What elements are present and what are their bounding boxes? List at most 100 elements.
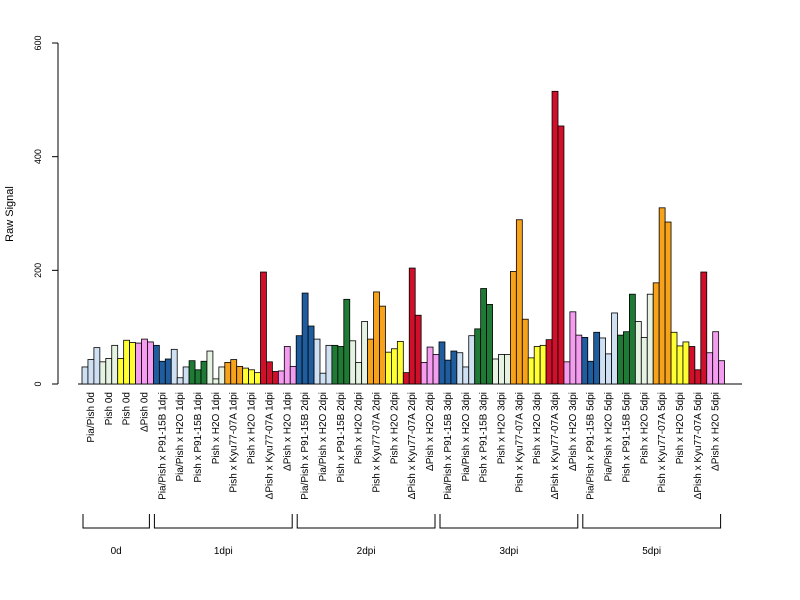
bar <box>444 359 452 385</box>
bar <box>682 341 690 385</box>
bar <box>266 361 273 385</box>
category-label: Pia/Pish x H2O 2dpi <box>318 392 329 482</box>
bar <box>498 354 505 385</box>
bar <box>176 377 184 385</box>
y-axis-title: Raw Signal <box>4 186 16 242</box>
bar <box>367 338 374 385</box>
bar <box>509 271 517 385</box>
bar <box>373 291 380 385</box>
bar <box>277 370 285 385</box>
bar <box>492 358 499 385</box>
category-label: Pia/Pish x P91-15B 3dpi <box>443 392 454 500</box>
group-label: 5dpi <box>642 546 661 557</box>
bar <box>521 318 529 385</box>
category-label: Pish x Kyu77-07A 2dpi <box>372 392 383 493</box>
bar <box>670 331 678 385</box>
bar <box>599 337 607 385</box>
bar <box>527 357 535 385</box>
bar <box>242 367 249 385</box>
bar <box>379 305 386 385</box>
category-label: ΔPish x H2O 3dpi <box>568 392 579 471</box>
bar <box>432 354 440 385</box>
bar <box>271 371 279 385</box>
bar <box>611 312 618 385</box>
category-labels: Pia/Pish 0d Pish 0d Pish 0d ΔPish 0d Pia/Pis… <box>86 392 722 500</box>
bar <box>355 361 363 385</box>
bar <box>617 334 624 385</box>
category-label: Pish x H2O 1dpi <box>211 392 222 464</box>
bars <box>81 90 726 385</box>
bar <box>117 358 125 385</box>
bar <box>658 207 666 385</box>
bar <box>581 336 589 385</box>
bar <box>349 340 357 385</box>
bar <box>248 369 255 385</box>
bar <box>712 331 720 385</box>
group-label: 2dpi <box>357 546 376 557</box>
bar <box>123 339 131 385</box>
bar <box>456 352 464 385</box>
bar <box>319 372 327 385</box>
bar <box>718 360 726 385</box>
bar <box>688 346 696 385</box>
category-label: Pish x H2O 2dpi <box>354 392 365 464</box>
category-label: Pish 0d <box>122 392 133 425</box>
bar <box>206 350 214 385</box>
category-label: Pish x H2O 1dpi <box>247 392 258 464</box>
bar <box>623 331 630 385</box>
bar <box>480 288 487 385</box>
category-label: Pish x H2O 5dpi <box>675 392 686 464</box>
category-label: Pia/Pish 0d <box>86 392 97 443</box>
category-label: Pia/Pish x P91-15B 1dpi <box>157 392 168 500</box>
bar <box>188 360 196 385</box>
group-bracket <box>582 514 722 529</box>
group-bracket <box>82 514 150 529</box>
bar <box>474 328 482 385</box>
bar <box>212 378 220 385</box>
bar <box>551 90 559 385</box>
category-label: ΔPish x Kyu77-07A 2dpi <box>407 392 418 499</box>
bar <box>462 366 470 385</box>
y-tick-label: 600 <box>33 35 43 50</box>
bar <box>230 359 238 385</box>
bar <box>593 331 601 385</box>
category-label: Pish x H2O 2dpi <box>389 392 400 464</box>
bar <box>224 361 232 385</box>
bar <box>218 366 226 385</box>
category-label: Pish x H2O 3dpi <box>532 392 543 464</box>
bar <box>557 125 565 385</box>
category-label: Pish x P91-15B 3dpi <box>479 392 490 483</box>
bar <box>129 342 136 385</box>
category-label: ΔPish x Kyu77-07A 3dpi <box>550 392 561 499</box>
bar <box>313 338 321 385</box>
bar <box>706 352 714 385</box>
y-tick-label: 200 <box>33 263 43 278</box>
bar <box>605 353 612 385</box>
bar <box>414 314 422 385</box>
category-label: ΔPish x H2O 2dpi <box>425 392 436 471</box>
bar <box>111 344 119 385</box>
bar <box>468 335 476 385</box>
bar <box>105 358 113 385</box>
bar <box>569 311 577 385</box>
bar <box>533 346 541 385</box>
category-label: Pia/Pish x H2O 5dpi <box>604 392 615 482</box>
category-label: ΔPish x Kyu77-07A 1dpi <box>264 392 275 499</box>
group-label: 1dpi <box>214 546 233 557</box>
bar <box>694 369 702 385</box>
bar <box>236 365 244 385</box>
bar <box>664 221 672 385</box>
bar <box>420 361 428 385</box>
y-axis: 0 200 400 600 <box>33 35 59 387</box>
bar <box>147 341 154 385</box>
bar <box>515 219 523 385</box>
bar <box>563 361 571 385</box>
bar <box>135 342 142 385</box>
category-label: ΔPish x Kyu77-07A 5dpi <box>693 392 704 499</box>
category-label: Pish x Kyu77-07A 3dpi <box>514 392 525 493</box>
y-tick-label: 0 <box>33 381 43 386</box>
category-label: Pish 0d <box>104 392 115 425</box>
bar <box>390 348 398 385</box>
bar <box>575 334 583 385</box>
